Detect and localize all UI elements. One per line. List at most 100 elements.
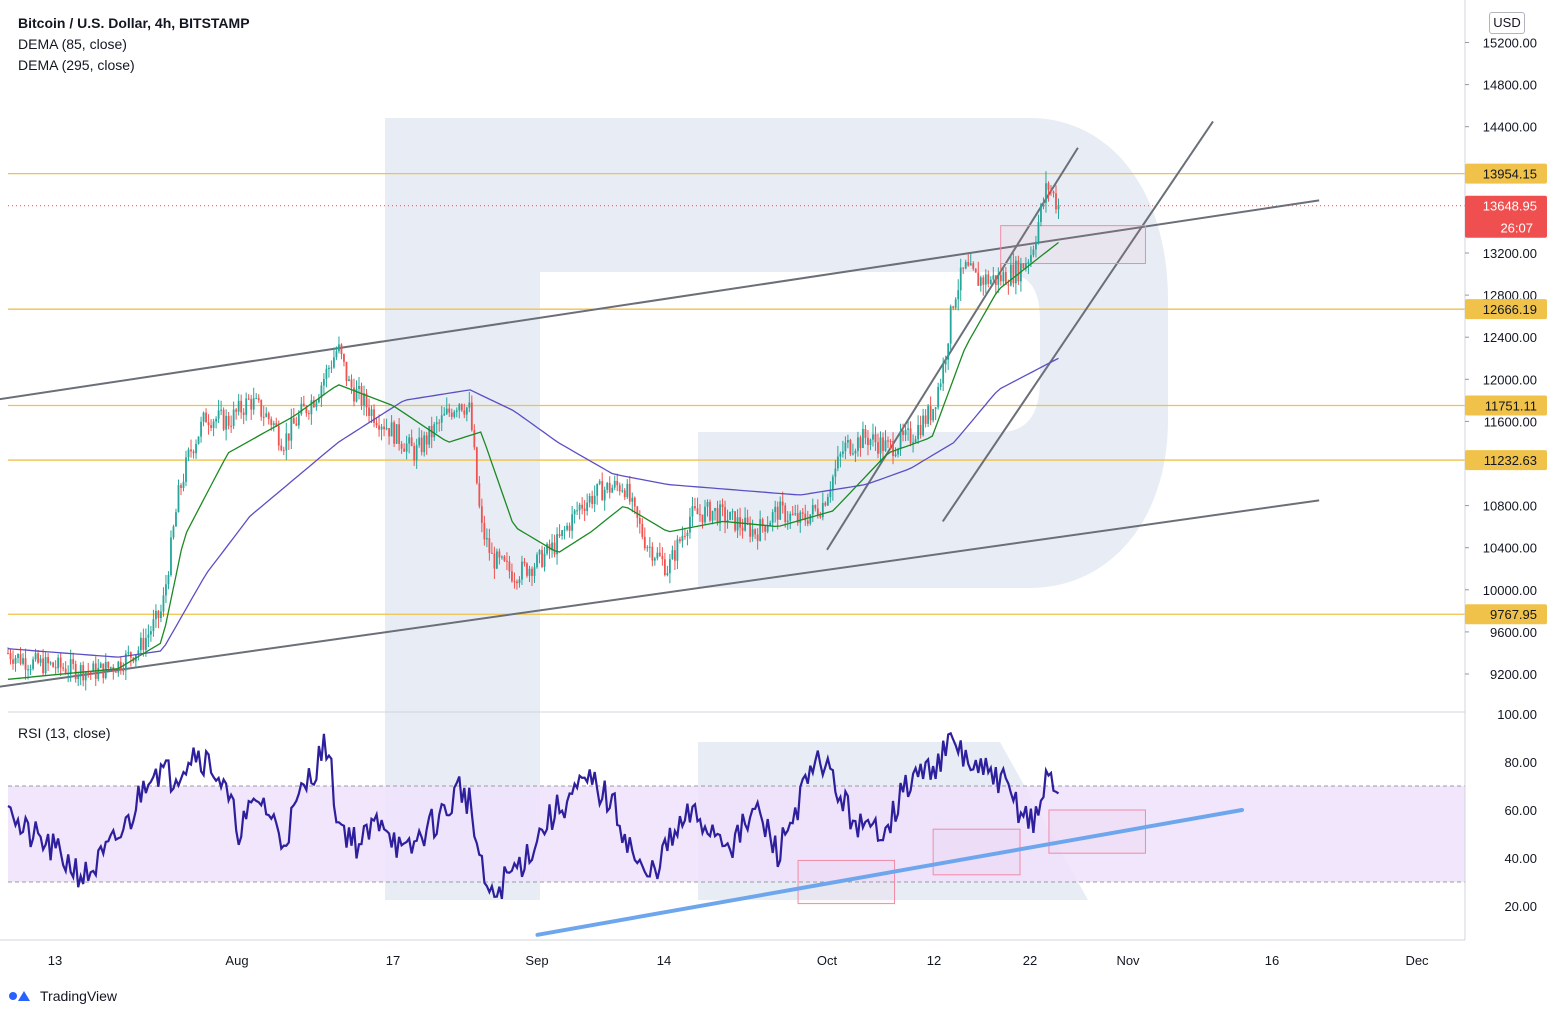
candle-body [969,263,972,266]
candle-body [495,551,498,569]
currency-button[interactable]: USD [1489,12,1525,34]
candle-body [511,571,513,582]
level-tag-bg-1 [1465,299,1547,320]
candle-body [623,490,626,498]
candle-body [170,537,172,576]
candle-body [974,268,977,273]
candle-body [287,433,290,441]
candle-body [621,490,624,492]
candle-body [353,387,355,402]
candle-body [44,657,47,674]
candle-body [882,437,884,451]
candle-body [716,508,719,524]
candle-body [375,422,378,426]
candle-body [628,483,631,502]
candle-body [724,507,726,523]
candle-body [541,550,543,567]
candle-body [588,496,591,503]
candle-body [415,445,418,461]
candle-body [257,398,260,400]
candle-body [443,413,446,416]
time-tick-label: Sep [525,953,548,968]
candle-body [947,343,950,360]
footer-brand[interactable]: TradingView [8,988,117,1004]
candle-body [613,480,616,488]
candle-body [172,526,175,538]
candle-body [333,357,335,368]
candle-body [852,453,854,455]
candle-body [270,419,273,425]
candle-body [606,482,609,490]
candle-body [814,505,817,509]
candle-body [435,422,438,425]
candle-body [819,515,822,518]
candle-body [952,306,955,308]
candle-body [972,263,975,269]
candle-body [498,551,501,558]
candle-body [754,529,757,535]
candle-body [465,407,468,415]
candle-body [516,581,518,584]
candle-body [1052,191,1055,194]
candle-body [811,505,814,515]
candle-body [611,487,614,493]
level-tag-label-0: 13954.15 [1483,167,1537,182]
candle-body [939,383,942,387]
candle-body [894,454,897,457]
candle-body [57,657,60,669]
rsi-tick-label: 60.00 [1504,803,1537,818]
candle-body [245,398,248,415]
candle-body [109,667,112,669]
candle-body [576,510,579,512]
candle-body [185,457,187,482]
candle-body [82,665,85,681]
candle-body [701,514,704,523]
candle-body [804,513,807,521]
candle-body [536,554,538,568]
candle-body [957,290,960,300]
candle-body [801,512,804,514]
time-tick-label: 16 [1265,953,1279,968]
candle-body [548,543,551,551]
candle-body [1027,262,1030,264]
candle-body [967,262,970,266]
footer-brand-label: TradingView [40,988,118,1004]
candle-body [24,658,27,670]
candle-body [385,428,388,430]
candle-body [220,409,223,411]
candle-body [380,426,383,430]
time-tick-label: Dec [1405,953,1429,968]
candle-body [195,443,197,454]
candle-body [19,654,22,664]
candle-body [297,414,300,426]
candle-body [799,512,802,523]
candle-body [305,406,308,414]
candle-body [776,506,779,520]
candle-body [144,637,147,650]
rsi-trend-line [535,808,1244,937]
candle-body [280,445,283,451]
candle-body [468,402,471,408]
time-tick-label: 22 [1023,953,1037,968]
candle-body [526,563,528,576]
candle-body [12,659,14,664]
candle-body [789,513,792,521]
candle-body [1037,222,1040,242]
candle-body [450,412,453,417]
candle-body [626,483,629,498]
candle-body [661,555,664,560]
price-tick-label: 12000.00 [1483,372,1537,387]
candle-body [942,364,945,384]
candle-body [914,439,917,443]
time-tick-label: 12 [927,953,941,968]
candle-body [122,670,125,672]
candle-body [455,410,458,412]
candle-body [501,556,503,558]
candle-body [831,476,834,491]
dema-85-line [7,241,1059,680]
last-price-label: 13648.95 [1483,199,1537,214]
candle-body [157,610,160,619]
candle-body [556,534,558,555]
candle-body [586,502,589,511]
